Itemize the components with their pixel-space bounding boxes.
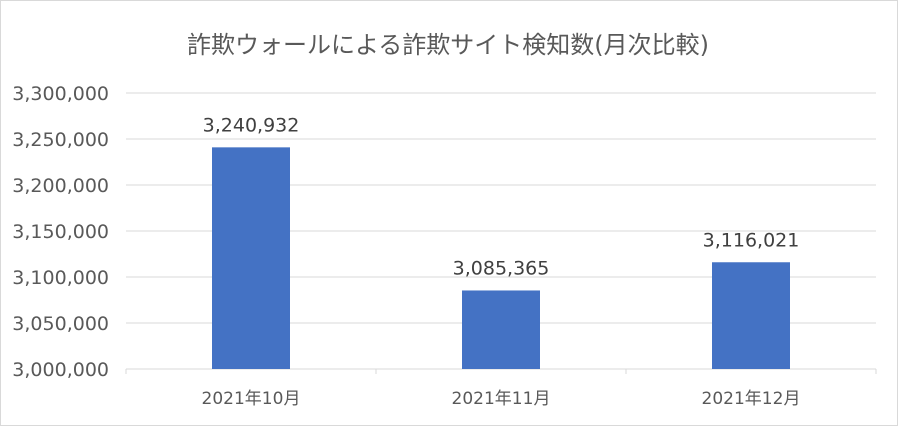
x-tick-label: 2021年10月 <box>202 389 301 409</box>
bar <box>212 147 290 369</box>
bar <box>462 290 540 369</box>
y-tick-label: 3,150,000 <box>12 221 109 243</box>
y-tick-label: 3,250,000 <box>12 129 109 151</box>
bar-value-label: 3,240,932 <box>203 114 300 136</box>
data-labels: 3,240,932 3,085,365 3,116,021 <box>203 114 800 279</box>
x-axis-tick-labels: 2021年10月 2021年11月 2021年12月 <box>202 389 801 409</box>
y-tick-label: 3,300,000 <box>12 83 109 105</box>
y-tick-label: 3,100,000 <box>12 267 109 289</box>
y-tick-label: 3,050,000 <box>12 313 109 335</box>
bars <box>212 147 790 369</box>
chart-title: 詐欺ウォールによる詐欺サイト検知数(月次比較) <box>187 31 709 59</box>
bar-value-label: 3,116,021 <box>703 229 800 251</box>
y-tick-label: 3,000,000 <box>12 359 109 381</box>
y-axis-tick-labels: 3,000,000 3,050,000 3,100,000 3,150,000 3,20… <box>12 83 109 381</box>
y-tick-label: 3,200,000 <box>12 175 109 197</box>
bar <box>712 262 790 369</box>
x-tick-label: 2021年12月 <box>702 389 801 409</box>
x-tick-label: 2021年11月 <box>452 389 551 409</box>
bar-value-label: 3,085,365 <box>453 257 550 279</box>
